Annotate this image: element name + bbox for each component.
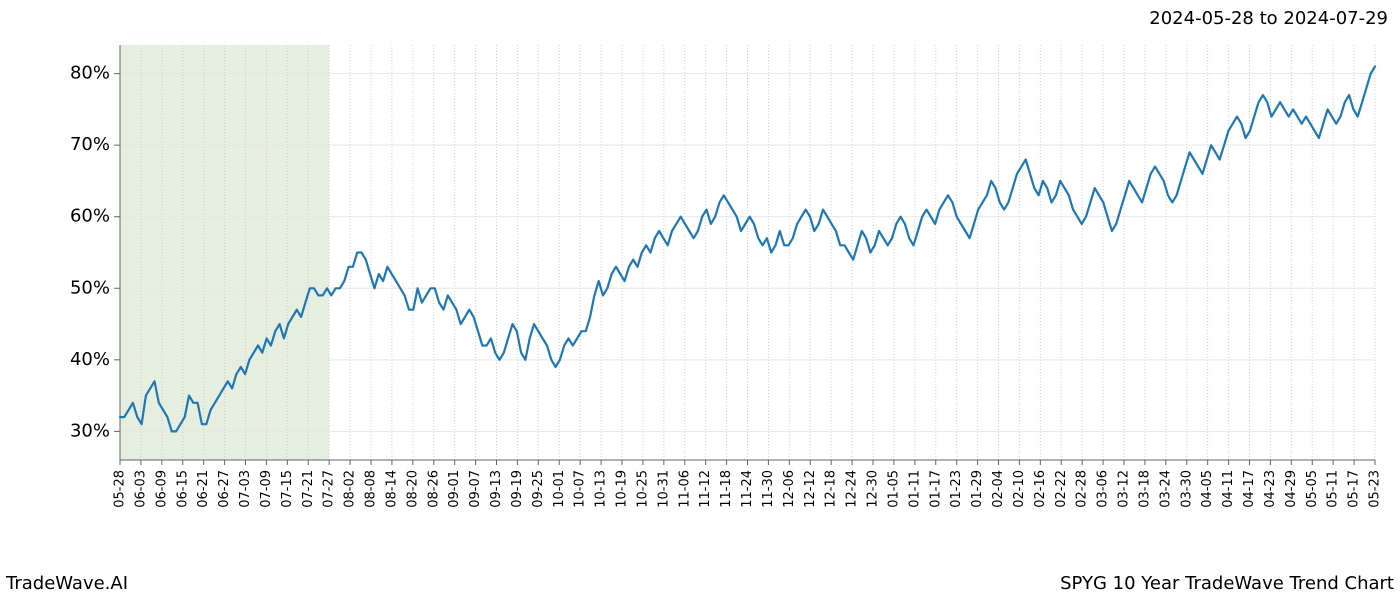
xtick-label: 08-26 [426,470,441,508]
xtick-label: 02-10 [1012,470,1027,508]
xtick-label: 09-13 [489,470,504,508]
xtick-label: 01-05 [886,470,901,508]
xtick-label: 09-07 [468,470,483,508]
xtick-label: 03-18 [1137,470,1152,508]
xtick-label: 04-11 [1221,470,1236,508]
xtick-label: 05-23 [1368,470,1381,508]
ytick-label: 30% [70,420,110,441]
xtick-label: 10-13 [594,470,609,508]
brand-label: TradeWave.AI [6,573,128,594]
date-range-label: 2024-05-28 to 2024-07-29 [1149,8,1388,29]
xtick-label: 07-21 [301,470,316,508]
xtick-label: 02-04 [991,470,1006,508]
xtick-label: 06-21 [196,470,211,508]
xtick-label: 02-28 [1075,470,1090,508]
xtick-label: 09-25 [531,470,546,508]
xtick-label: 06-15 [175,470,190,508]
xtick-label: 10-07 [573,470,588,508]
xtick-label: 09-01 [447,470,462,508]
ytick-label: 40% [70,349,110,370]
xtick-label: 12-12 [803,470,818,508]
xtick-label: 04-23 [1263,470,1278,508]
xtick-label: 06-03 [133,470,148,508]
xtick-label: 12-18 [824,470,839,508]
xtick-label: 08-08 [364,470,379,508]
ytick-label: 70% [70,134,110,155]
xtick-label: 03-24 [1158,470,1173,508]
xtick-label: 03-30 [1179,470,1194,508]
xtick-label: 06-09 [154,470,169,508]
xtick-label: 06-27 [217,470,232,508]
xtick-label: 07-09 [259,470,274,508]
xtick-label: 01-29 [970,470,985,508]
xtick-label: 05-05 [1305,470,1320,508]
xtick-label: 08-02 [343,470,358,508]
xtick-label: 10-25 [635,470,650,508]
xtick-label: 07-15 [280,470,295,508]
xtick-label: 03-12 [1117,470,1132,508]
xtick-label: 07-27 [322,470,337,508]
ytick-label: 50% [70,277,110,298]
xtick-label: 07-03 [238,470,253,508]
xtick-label: 10-19 [615,470,630,508]
xtick-label: 11-06 [677,470,692,508]
xtick-label: 08-20 [405,470,420,508]
xtick-label: 11-12 [698,470,713,508]
xtick-label: 12-30 [866,470,881,508]
xtick-label: 05-17 [1347,470,1362,508]
xtick-label: 12-24 [845,470,860,508]
xtick-label: 01-23 [949,470,964,508]
xtick-label: 03-06 [1096,470,1111,508]
trend-chart: 30% 40% 50% 60% 70% 80% 05-28 06-03 06-09 06-15 06… [60,40,1380,550]
xtick-label: 04-05 [1200,470,1215,508]
xtick-label: 04-29 [1284,470,1299,508]
xtick-label: 05-11 [1326,470,1341,508]
xtick-label: 01-11 [907,470,922,508]
xtick-label: 09-19 [510,470,525,508]
xtick-label: 12-06 [782,470,797,508]
xtick-label: 11-24 [740,470,755,508]
xtick-label: 11-18 [719,470,734,508]
ytick-label: 60% [70,206,110,227]
chart-title: SPYG 10 Year TradeWave Trend Chart [1060,573,1394,594]
xtick-label: 01-17 [928,470,943,508]
xtick-label: 11-30 [761,470,776,508]
xtick-label: 02-22 [1054,470,1069,508]
chart-svg: 30% 40% 50% 60% 70% 80% 05-28 06-03 06-09 06-15 06… [60,40,1380,550]
xtick-label: 10-31 [656,470,671,508]
xtick-label: 05-28 [113,470,128,508]
xtick-label: 02-16 [1033,470,1048,508]
xtick-label: 10-01 [552,470,567,508]
xtick-label: 04-17 [1242,470,1257,508]
ytick-label: 80% [70,63,110,84]
xtick-label: 08-14 [384,470,399,508]
